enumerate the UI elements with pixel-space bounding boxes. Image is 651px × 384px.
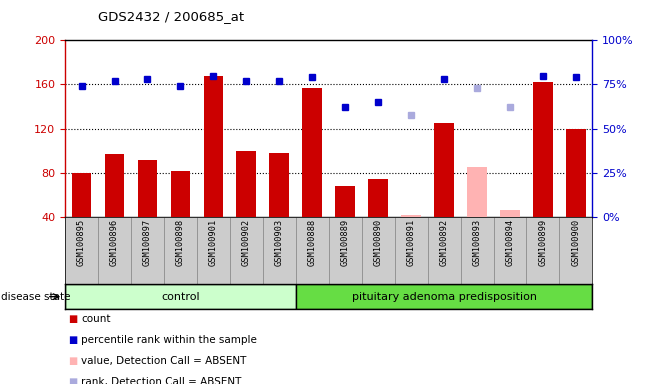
Bar — [65, 217, 98, 284]
Bar — [395, 217, 428, 284]
Text: GSM100899: GSM100899 — [538, 219, 547, 266]
Bar — [527, 217, 559, 284]
Text: control: control — [161, 291, 200, 302]
Text: GSM100901: GSM100901 — [209, 219, 218, 266]
Bar — [236, 151, 256, 217]
Bar — [329, 217, 362, 284]
Text: GSM100898: GSM100898 — [176, 219, 185, 266]
Bar — [401, 215, 421, 217]
Text: disease state: disease state — [1, 291, 70, 302]
Bar — [335, 186, 355, 217]
Bar — [296, 217, 329, 284]
Text: count: count — [81, 314, 111, 324]
Text: value, Detection Call = ABSENT: value, Detection Call = ABSENT — [81, 356, 247, 366]
Text: GSM100903: GSM100903 — [275, 219, 284, 266]
Bar — [230, 217, 263, 284]
Bar — [131, 217, 164, 284]
Bar — [270, 153, 289, 217]
Text: GDS2432 / 200685_at: GDS2432 / 200685_at — [98, 10, 243, 23]
Bar — [105, 154, 124, 217]
Text: pituitary adenoma predisposition: pituitary adenoma predisposition — [352, 291, 536, 302]
Text: rank, Detection Call = ABSENT: rank, Detection Call = ABSENT — [81, 377, 242, 384]
Text: ■: ■ — [68, 335, 77, 345]
Bar — [171, 170, 190, 217]
Bar — [461, 217, 493, 284]
Bar — [428, 217, 461, 284]
Bar — [98, 217, 131, 284]
Text: GSM100891: GSM100891 — [407, 219, 415, 266]
Bar — [164, 217, 197, 284]
Text: ■: ■ — [68, 314, 77, 324]
Bar — [434, 123, 454, 217]
Bar — [72, 173, 91, 217]
Text: GSM100894: GSM100894 — [506, 219, 514, 266]
Bar — [65, 284, 296, 309]
Text: GSM100897: GSM100897 — [143, 219, 152, 266]
Text: GSM100888: GSM100888 — [308, 219, 317, 266]
Bar — [296, 284, 592, 309]
Bar — [467, 167, 487, 217]
Bar — [302, 88, 322, 217]
Bar — [559, 217, 592, 284]
Bar — [362, 217, 395, 284]
Text: GSM100902: GSM100902 — [242, 219, 251, 266]
Bar — [263, 217, 296, 284]
Bar — [368, 179, 388, 217]
Text: GSM100890: GSM100890 — [374, 219, 383, 266]
Text: GSM100895: GSM100895 — [77, 219, 86, 266]
Text: GSM100896: GSM100896 — [110, 219, 119, 266]
Bar — [197, 217, 230, 284]
Text: GSM100892: GSM100892 — [439, 219, 449, 266]
Bar — [566, 129, 586, 217]
Text: GSM100893: GSM100893 — [473, 219, 482, 266]
Bar — [500, 210, 520, 217]
Bar — [204, 76, 223, 217]
Text: ■: ■ — [68, 356, 77, 366]
Text: ■: ■ — [68, 377, 77, 384]
Bar — [137, 160, 158, 217]
Bar — [533, 82, 553, 217]
Text: percentile rank within the sample: percentile rank within the sample — [81, 335, 257, 345]
Text: GSM100900: GSM100900 — [572, 219, 581, 266]
Text: GSM100889: GSM100889 — [340, 219, 350, 266]
Bar — [493, 217, 527, 284]
